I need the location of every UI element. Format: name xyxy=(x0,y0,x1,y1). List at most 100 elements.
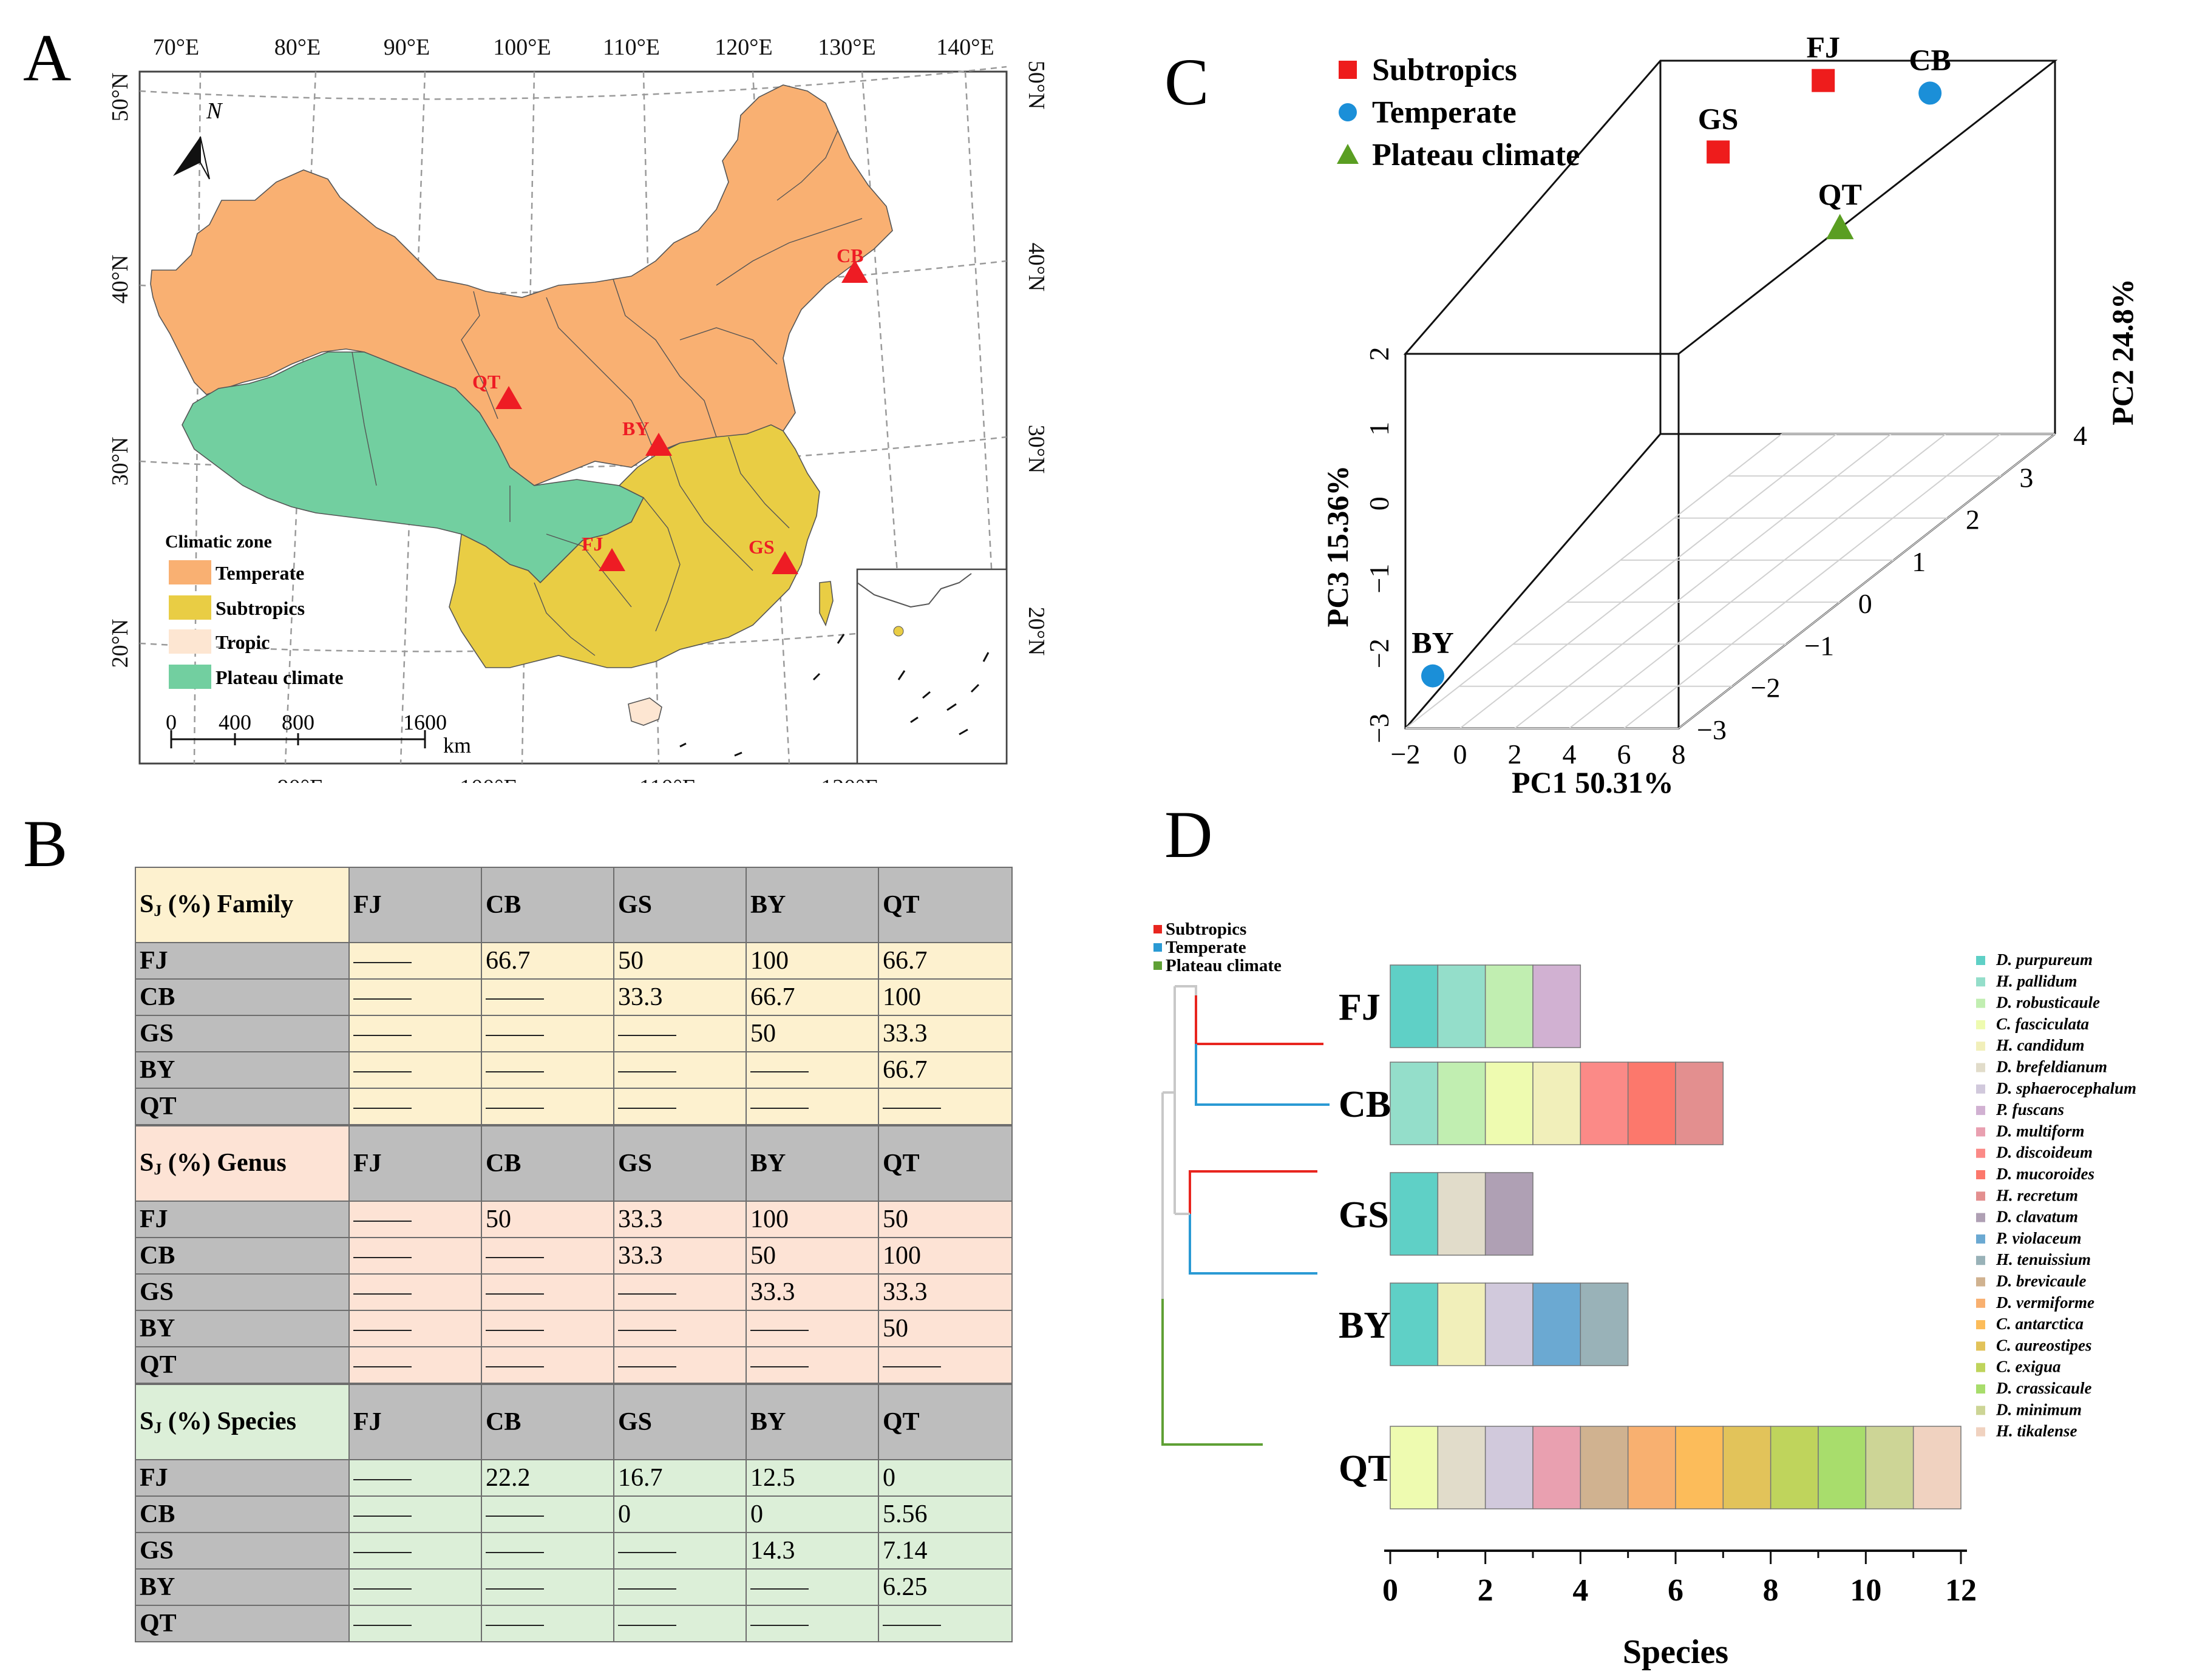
table-level: (%) Species xyxy=(161,1407,296,1435)
bar-segment xyxy=(1818,1426,1867,1509)
circle-marker-icon xyxy=(1339,103,1357,121)
similarity-value: 5.56 xyxy=(878,1495,1013,1533)
pca-point-by: BY xyxy=(1411,626,1454,688)
bar-segment xyxy=(1532,964,1581,1048)
species-legend-item: D. multiform xyxy=(1976,1122,2085,1140)
empty-cell-dash xyxy=(746,1088,879,1125)
empty-cell-dash xyxy=(613,1310,747,1347)
legend-label: Plateau climate xyxy=(1166,956,1282,975)
x-tick-label: 10 xyxy=(1850,1573,1881,1608)
sj-subscript: J xyxy=(154,902,162,920)
empty-cell-dash xyxy=(613,1346,747,1384)
lon-label-bottom: 110°E xyxy=(639,775,696,783)
legend-label: Temperate xyxy=(216,562,304,584)
south-china-sea-inset xyxy=(856,568,1008,765)
site-label: GS xyxy=(1339,1194,1389,1236)
lon-label-top: 70°E xyxy=(153,35,199,60)
similarity-value: 0 xyxy=(613,1495,747,1533)
species-legend-item: C. antarctica xyxy=(1976,1315,2084,1333)
bar-segment xyxy=(1675,1062,1724,1145)
bar-segment xyxy=(1390,1282,1439,1366)
species-legend-item: D. sphaerocephalum xyxy=(1976,1079,2136,1097)
column-header: QT xyxy=(878,867,1013,943)
similarity-value: 100 xyxy=(878,1237,1013,1275)
empty-cell-dash xyxy=(348,1532,482,1570)
similarity-value: 16.7 xyxy=(613,1459,747,1497)
column-header: CB xyxy=(481,867,614,943)
empty-cell-dash xyxy=(348,978,482,1016)
climate-legend: Climatic zone Temperate Subtropics Tropic P… xyxy=(165,532,344,689)
jaccard-similarity-tables: SJ (%) Family FJ CB GS BY QT FJ 66.7 50 100 66.7 CB… xyxy=(135,867,1013,1655)
column-header: QT xyxy=(878,1384,1013,1460)
row-header: FJ xyxy=(135,942,350,980)
empty-cell-dash xyxy=(481,1568,614,1606)
empty-cell-dash xyxy=(613,1605,747,1642)
similarity-value: 100 xyxy=(878,978,1013,1016)
x-tick-label: 4 xyxy=(1572,1573,1588,1608)
row-header: QT xyxy=(135,1088,350,1125)
row-header: GS xyxy=(135,1015,350,1052)
table-row: GS 14.3 7.14 xyxy=(135,1532,1013,1570)
bar-row-cb: CB xyxy=(1339,1062,1724,1145)
x-tick-label: 8 xyxy=(1763,1573,1779,1608)
species-legend-item: C. fasciculata xyxy=(1976,1015,2089,1033)
similarity-value: 66.7 xyxy=(746,978,879,1016)
species-name: C. fasciculata xyxy=(1996,1015,2089,1033)
bar-segment xyxy=(1675,1426,1724,1509)
empty-cell-dash xyxy=(481,1088,614,1125)
scale-tick-label: 400 xyxy=(219,710,251,734)
similarity-value: 7.14 xyxy=(878,1532,1013,1570)
pc2-tick: 2 xyxy=(1966,504,1980,535)
svg-text:km: km xyxy=(443,733,471,757)
table-row: QT xyxy=(135,1605,1013,1642)
triangle-marker-icon xyxy=(1337,144,1359,164)
site-label: CB xyxy=(1339,1084,1391,1125)
bar-segment xyxy=(1627,1062,1676,1145)
empty-cell-dash xyxy=(348,1088,482,1125)
similarity-value: 6.25 xyxy=(878,1568,1013,1606)
bar-row-by: BY xyxy=(1339,1282,1629,1366)
species-name: D. clavatum xyxy=(1996,1208,2078,1226)
lat-label-right: 40°N xyxy=(1024,243,1044,292)
row-header: CB xyxy=(135,1495,350,1533)
bar-segment xyxy=(1437,1172,1486,1256)
species-legend-item: D. brevicaule xyxy=(1976,1272,2086,1290)
similarity-value: 33.3 xyxy=(878,1273,1013,1311)
similarity-value: 33.3 xyxy=(613,978,747,1016)
table-title-family: SJ (%) Family xyxy=(135,867,350,943)
site-marker-gs: GS xyxy=(749,536,798,574)
species-legend-item: H. tenuissium xyxy=(1976,1250,2091,1268)
similarity-value: 12.5 xyxy=(746,1459,879,1497)
empty-cell-dash xyxy=(878,1088,1013,1125)
sj-table-species: SJ (%) Species FJ CB GS BY QT FJ 22.2 16.7 12.5 0 C… xyxy=(135,1384,1013,1642)
pc3-tick: 2 xyxy=(1364,347,1394,361)
table-row: FJ 66.7 50 100 66.7 xyxy=(135,942,1013,980)
species-legend-item: D. vermiforme xyxy=(1976,1293,2094,1312)
bar-segment xyxy=(1437,1282,1486,1366)
lat-label-left: 50°N xyxy=(107,73,133,122)
point-label: GS xyxy=(1698,101,1739,135)
bar-segment xyxy=(1770,1426,1819,1509)
table-row: QT xyxy=(135,1346,1013,1384)
point-label: QT xyxy=(1818,177,1862,211)
empty-cell-dash xyxy=(613,1088,747,1125)
legend-item-plateau-climate: Plateau climate xyxy=(169,665,344,689)
species-legend-item: H. tikalense xyxy=(1976,1422,2077,1440)
similarity-value: 0 xyxy=(746,1495,879,1533)
sj-subscript: J xyxy=(154,1160,162,1178)
similarity-value: 50 xyxy=(481,1201,614,1238)
zone-legend-plateau-climate: Plateau climate xyxy=(1153,956,1282,975)
pc2-tick: 4 xyxy=(2073,420,2087,451)
pc3-tick: −1 xyxy=(1364,564,1394,594)
species-name: D. purpureum xyxy=(1996,950,2093,969)
site-label: QT xyxy=(472,371,500,393)
panel-label-a: A xyxy=(23,21,72,95)
point-label: FJ xyxy=(1806,36,1840,64)
empty-cell-dash xyxy=(348,1051,482,1089)
table-row: GS 33.3 33.3 xyxy=(135,1273,1013,1311)
legend-label: Temperate xyxy=(1372,95,1517,130)
pc2-tick: −3 xyxy=(1697,714,1727,745)
similarity-value: 50 xyxy=(878,1310,1013,1347)
